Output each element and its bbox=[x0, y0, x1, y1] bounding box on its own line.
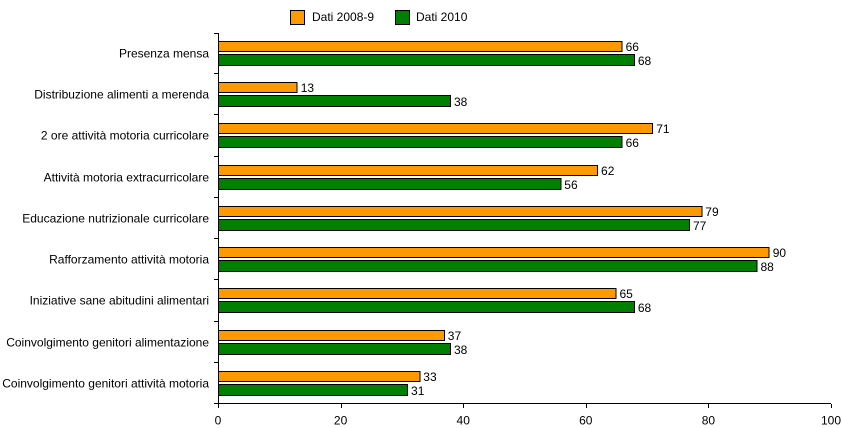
svg-text:88: 88 bbox=[760, 260, 774, 274]
svg-text:31: 31 bbox=[411, 384, 425, 398]
svg-text:Educazione nutrizionale curric: Educazione nutrizionale curricolare bbox=[22, 212, 209, 226]
svg-text:Dati 2008-9: Dati 2008-9 bbox=[312, 10, 374, 24]
svg-text:Distribuzione alimenti a meren: Distribuzione alimenti a merenda bbox=[34, 88, 209, 102]
svg-text:68: 68 bbox=[638, 301, 652, 315]
svg-text:90: 90 bbox=[773, 246, 787, 260]
svg-text:65: 65 bbox=[619, 287, 633, 301]
svg-text:60: 60 bbox=[579, 414, 593, 428]
svg-text:38: 38 bbox=[454, 95, 468, 109]
svg-text:Rafforzamento attività motoria: Rafforzamento attività motoria bbox=[49, 253, 209, 267]
svg-text:Presenza mensa: Presenza mensa bbox=[119, 47, 209, 61]
svg-text:71: 71 bbox=[656, 122, 670, 136]
svg-text:Coinvolgimento genitori alimen: Coinvolgimento genitori alimentazione bbox=[6, 336, 209, 350]
svg-text:68: 68 bbox=[638, 54, 652, 68]
svg-text:40: 40 bbox=[457, 414, 471, 428]
svg-text:Attività motoria extracurricol: Attività motoria extracurricolare bbox=[44, 171, 210, 185]
svg-text:62: 62 bbox=[601, 164, 615, 178]
svg-text:100: 100 bbox=[821, 414, 841, 428]
svg-text:Iniziative sane abitudini alim: Iniziative sane abitudini alimentari bbox=[30, 294, 209, 308]
svg-text:37: 37 bbox=[448, 329, 462, 343]
svg-text:56: 56 bbox=[564, 178, 578, 192]
svg-text:0: 0 bbox=[215, 414, 222, 428]
svg-text:38: 38 bbox=[454, 343, 468, 357]
svg-text:66: 66 bbox=[626, 136, 640, 150]
svg-text:20: 20 bbox=[334, 414, 348, 428]
svg-text:13: 13 bbox=[301, 81, 315, 95]
svg-text:Coinvolgimento genitori attivi: Coinvolgimento genitori attività motoria bbox=[2, 377, 209, 391]
svg-text:33: 33 bbox=[423, 370, 437, 384]
svg-text:2 ore attività motoria currico: 2 ore attività motoria curricolare bbox=[41, 129, 209, 143]
svg-text:79: 79 bbox=[705, 205, 719, 219]
svg-text:Dati 2010: Dati 2010 bbox=[416, 10, 468, 24]
svg-text:66: 66 bbox=[626, 40, 640, 54]
svg-text:80: 80 bbox=[702, 414, 716, 428]
svg-text:77: 77 bbox=[693, 219, 707, 233]
